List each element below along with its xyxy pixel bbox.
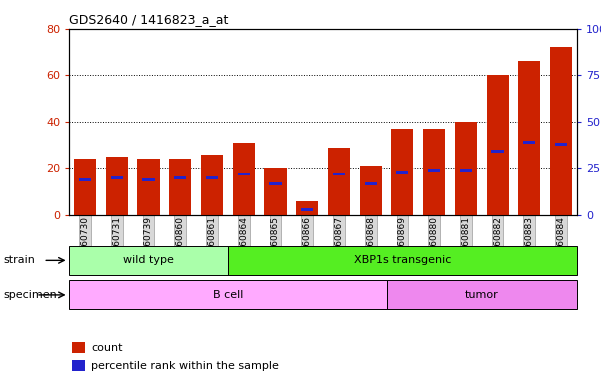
Bar <box>106 157 128 215</box>
Bar <box>206 176 218 179</box>
Bar <box>518 61 540 215</box>
Bar <box>455 122 477 215</box>
Bar <box>555 143 567 146</box>
Bar <box>142 178 154 181</box>
Text: B cell: B cell <box>213 290 243 300</box>
Bar <box>174 176 186 179</box>
Bar <box>169 159 191 215</box>
Bar <box>233 143 255 215</box>
Text: wild type: wild type <box>123 255 174 265</box>
Text: GDS2640 / 1416823_a_at: GDS2640 / 1416823_a_at <box>69 13 228 26</box>
Bar <box>523 141 535 144</box>
Bar <box>391 129 413 215</box>
Bar <box>111 176 123 179</box>
Bar <box>396 171 409 174</box>
Text: tumor: tumor <box>465 290 499 300</box>
Bar <box>359 166 382 215</box>
Bar <box>365 182 377 185</box>
Bar <box>333 173 345 175</box>
Bar <box>423 129 445 215</box>
Bar <box>228 246 577 275</box>
Bar <box>201 154 223 215</box>
Bar <box>428 169 441 172</box>
Bar <box>138 159 160 215</box>
Bar <box>69 246 228 275</box>
Bar <box>301 208 313 211</box>
Text: specimen: specimen <box>3 290 56 300</box>
Bar <box>79 178 91 181</box>
Bar <box>296 201 319 215</box>
Text: XBP1s transgenic: XBP1s transgenic <box>354 255 451 265</box>
Bar <box>264 169 287 215</box>
Bar <box>460 169 472 172</box>
Bar <box>492 150 504 153</box>
Text: count: count <box>91 343 123 353</box>
Bar <box>237 173 250 175</box>
Bar <box>269 182 281 185</box>
Text: percentile rank within the sample: percentile rank within the sample <box>91 361 279 371</box>
Bar <box>486 75 508 215</box>
Bar <box>328 147 350 215</box>
Text: strain: strain <box>3 255 35 265</box>
Bar <box>550 47 572 215</box>
Bar <box>74 159 96 215</box>
Bar <box>69 280 386 309</box>
Bar <box>386 280 577 309</box>
